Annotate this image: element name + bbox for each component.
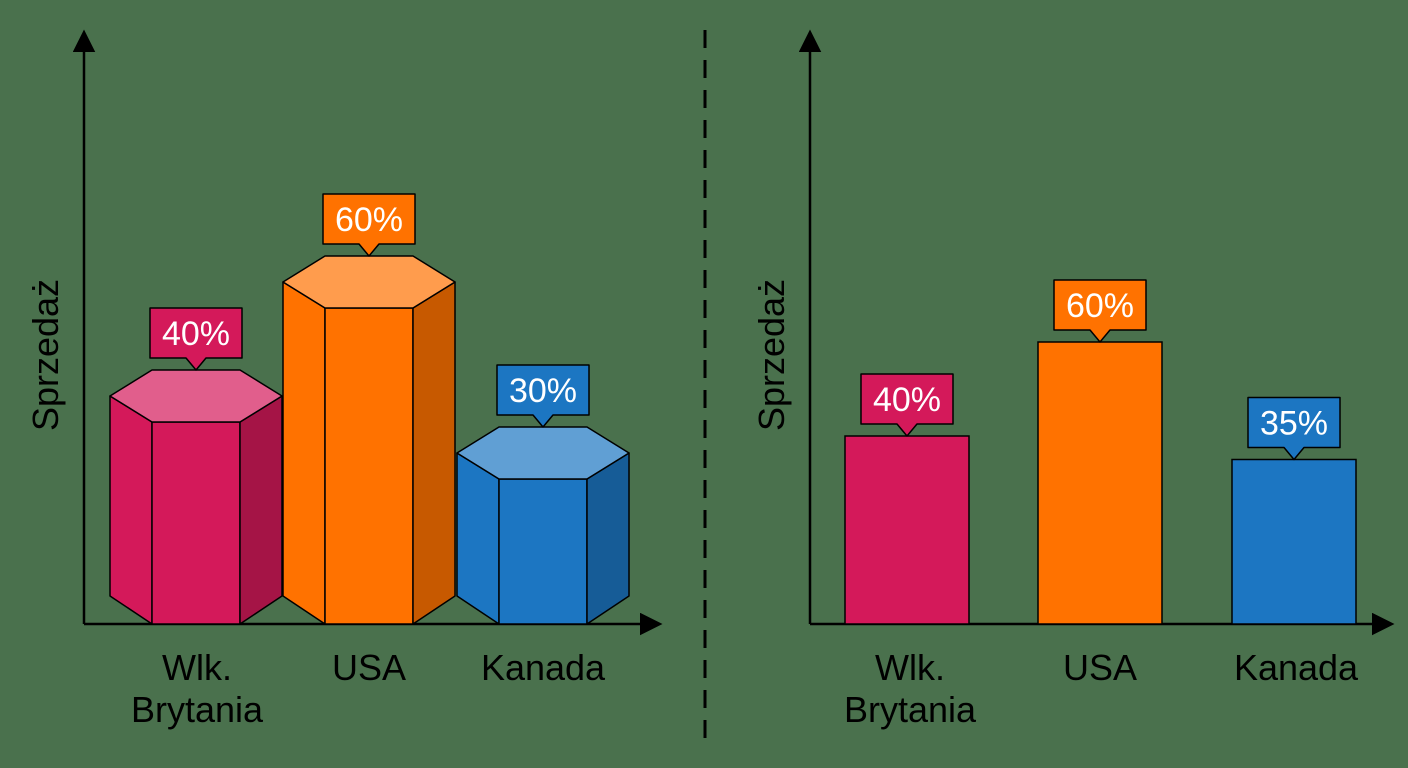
data-label-text: 35%	[1260, 405, 1328, 443]
x-tick-label: Kanada	[481, 647, 606, 688]
bar-3	[1231, 458, 1357, 625]
data-label: 60%	[322, 193, 416, 257]
bar-3	[456, 426, 630, 625]
x-tick-label: Wlk. Brytania	[844, 647, 977, 730]
data-label: 40%	[149, 307, 243, 371]
data-label: 60%	[1053, 279, 1147, 343]
data-label-text: 30%	[509, 372, 577, 410]
data-label: 40%	[860, 373, 954, 437]
chart-3d-prism: Sprzedaż 40% 60% 30% Wlk. Brytania USA Kanada	[25, 29, 663, 730]
y-axis-label: Sprzedaż	[25, 279, 66, 431]
data-label: 30%	[496, 364, 590, 428]
chart-flat-bars: Sprzedaż 40% 60% 35% Wlk. Brytania USA Kanada	[751, 29, 1395, 730]
y-axis-label: Sprzedaż	[751, 279, 792, 431]
data-label-text: 40%	[162, 315, 230, 353]
data-label: 35%	[1247, 396, 1341, 461]
bar-1	[844, 435, 970, 625]
x-tick-label: USA	[332, 647, 406, 688]
x-tick-label: Kanada	[1234, 647, 1359, 688]
data-label-text: 60%	[335, 201, 403, 239]
data-label-text: 40%	[873, 381, 941, 419]
data-label-text: 60%	[1066, 287, 1134, 325]
x-tick-label: USA	[1063, 647, 1137, 688]
bar-2	[1037, 341, 1163, 625]
bar-1	[109, 369, 283, 625]
bar-2	[282, 255, 456, 625]
x-tick-label: Wlk. Brytania	[131, 647, 264, 730]
